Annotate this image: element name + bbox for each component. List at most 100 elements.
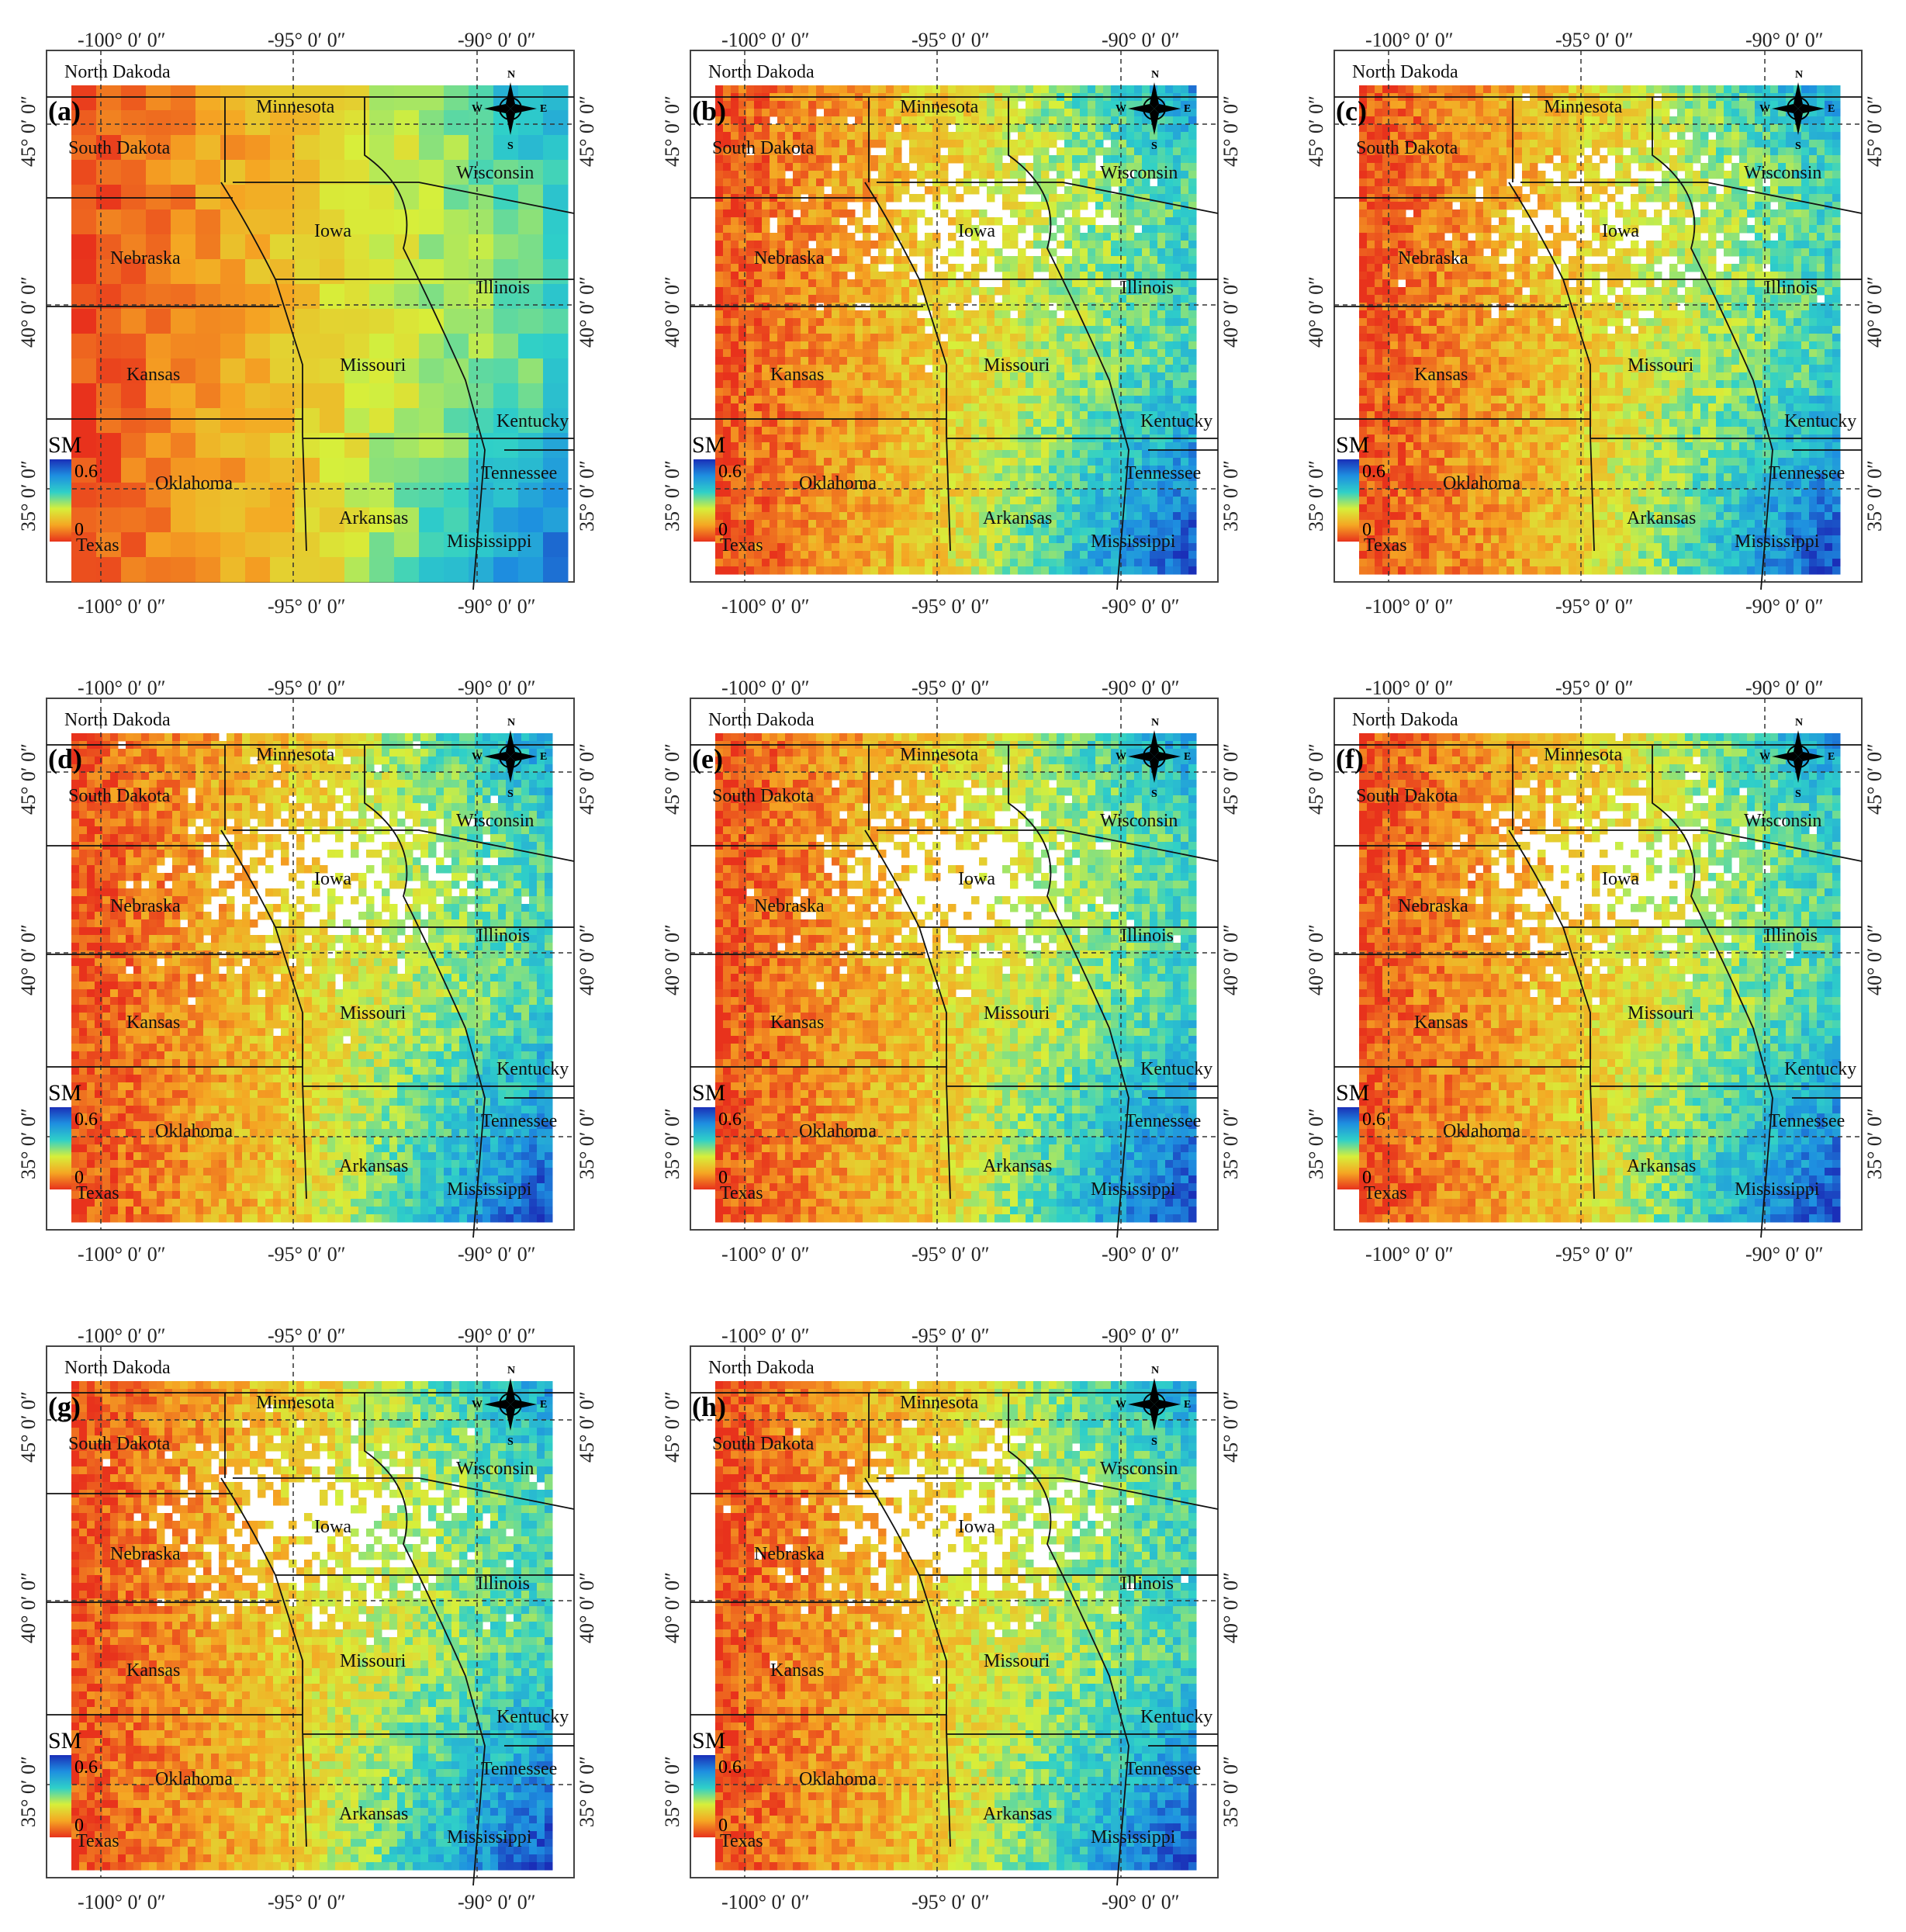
raster-cell [971, 140, 980, 148]
raster-cell [839, 155, 848, 164]
raster-cell [1134, 85, 1143, 94]
raster-cell [824, 109, 832, 117]
raster-cell [96, 309, 122, 334]
raster-cell [731, 450, 739, 459]
raster-cell [1685, 163, 1693, 171]
raster-cell [195, 433, 221, 459]
raster-cell [886, 241, 894, 249]
raster-cell [917, 489, 925, 497]
raster-cell [971, 458, 980, 466]
raster-cell [1382, 109, 1391, 117]
raster-cell [1677, 85, 1686, 94]
raster-cell [770, 109, 778, 117]
raster-cell [1049, 473, 1057, 482]
compass-letter: S [1151, 140, 1157, 152]
raster-cell [121, 209, 147, 235]
raster-cell [762, 481, 770, 490]
raster-cell [878, 287, 887, 296]
top-longitude-label: -100° 0′ 0″ [78, 29, 166, 51]
bottom-longitude-label: -95° 0′ 0″ [911, 595, 990, 618]
raster-cell [878, 101, 887, 109]
raster-cell [886, 481, 894, 490]
raster-cell [1057, 403, 1065, 412]
raster-cell [971, 559, 980, 567]
raster-cell [270, 135, 296, 161]
raster-cell [1033, 559, 1042, 567]
raster-cell [1142, 202, 1150, 210]
raster-cell [754, 287, 763, 296]
raster-cell [1444, 178, 1453, 187]
raster-cell [855, 543, 863, 552]
raster-cell [731, 442, 739, 451]
raster-cell [731, 380, 739, 389]
raster-cell [1181, 559, 1189, 567]
raster-cell [855, 318, 863, 327]
raster-cell [917, 427, 925, 435]
raster-cell [1010, 109, 1019, 117]
raster-cell [1095, 427, 1104, 435]
raster-cell [917, 512, 925, 521]
raster-cell [1010, 559, 1019, 567]
raster-cell [1157, 326, 1166, 334]
raster-cell [762, 186, 770, 195]
raster-cell [948, 380, 956, 389]
raster-cell [1584, 124, 1593, 133]
raster-cell [754, 357, 763, 365]
raster-cell [1095, 318, 1104, 327]
legend-max-label: 0.6 [718, 462, 742, 482]
raster-cell [1150, 559, 1158, 567]
raster-cell [948, 566, 956, 575]
raster-cell [847, 512, 856, 521]
raster-cell [863, 225, 871, 234]
raster-cell [723, 566, 732, 575]
raster-cell [808, 233, 817, 241]
raster-cell [739, 233, 747, 241]
raster-cell [1491, 109, 1500, 117]
raster-cell [963, 357, 972, 365]
raster-cell [824, 435, 832, 443]
raster-cell [739, 124, 747, 133]
raster-cell [444, 458, 469, 483]
raster-cell [723, 287, 732, 296]
raster-cell [1150, 388, 1158, 396]
raster-cell [1173, 272, 1181, 280]
raster-cell [731, 186, 739, 195]
raster-cell [1049, 388, 1057, 396]
raster-cell [987, 388, 995, 396]
raster-cell [847, 349, 856, 358]
raster-cell [979, 334, 988, 342]
raster-cell [245, 458, 271, 483]
raster-cell [146, 433, 171, 459]
raster-cell [808, 186, 817, 195]
raster-cell [847, 326, 856, 334]
raster-cell [901, 473, 910, 482]
raster-cell [901, 481, 910, 490]
raster-cell [1522, 147, 1531, 156]
raster-cell [971, 85, 980, 94]
raster-cell [886, 559, 894, 567]
raster-cell [1778, 140, 1787, 148]
raster-cell [1359, 171, 1368, 179]
raster-cell [195, 284, 221, 310]
raster-cell [1165, 489, 1174, 497]
raster-cell [1693, 132, 1701, 140]
raster-cell [832, 559, 840, 567]
raster-cell [1382, 124, 1391, 133]
raster-cell [723, 489, 732, 497]
raster-cell [1103, 225, 1112, 234]
raster-cell [909, 458, 918, 466]
raster-cell [1375, 85, 1383, 94]
raster-cell [1173, 551, 1181, 559]
raster-cell [1002, 109, 1011, 117]
raster-cell [987, 248, 995, 257]
raster-cell [777, 202, 786, 210]
raster-cell [995, 318, 1003, 327]
raster-cell [444, 234, 469, 260]
raster-cell [839, 551, 848, 559]
raster-cell [1057, 528, 1065, 536]
raster-cell [847, 147, 856, 156]
raster-cell [948, 295, 956, 303]
raster-cell [777, 473, 786, 482]
raster-cell [971, 566, 980, 575]
raster-cell [1010, 272, 1019, 280]
